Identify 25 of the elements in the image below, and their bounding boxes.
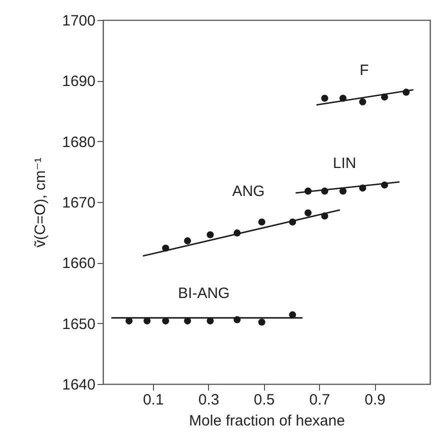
y-tick-label: 1680 [62,134,96,151]
x-tick-label: 0.3 [198,392,220,408]
x-tick-label: 0.1 [142,392,164,408]
point [321,94,328,102]
series-label: ANG [232,182,265,200]
series-label: F [360,62,369,80]
point [258,218,266,226]
point [206,231,214,238]
point [258,318,266,326]
x-tick-label: 0.9 [364,392,386,408]
point [304,209,312,216]
y-tick-label: 1690 [62,73,96,90]
y-tick-label: 1670 [62,194,96,212]
x-axis-title: Mole fraction of hexane [189,412,345,430]
x-tick-label: 0.7 [309,392,330,408]
y-tick-label: 1650 [62,316,96,333]
y-tick-label: 1640 [62,376,96,394]
y-axis-title: ṽ(C=O), cm⁻¹ [32,158,50,248]
series-label: BI-ANG [178,284,230,302]
y-tick-label: 1700 [62,12,96,30]
series-label: LIN [332,155,356,172]
point [359,98,366,106]
x-tick-label: 0.5 [254,392,275,408]
y-tick-label: 1660 [62,255,96,272]
point [184,237,192,244]
